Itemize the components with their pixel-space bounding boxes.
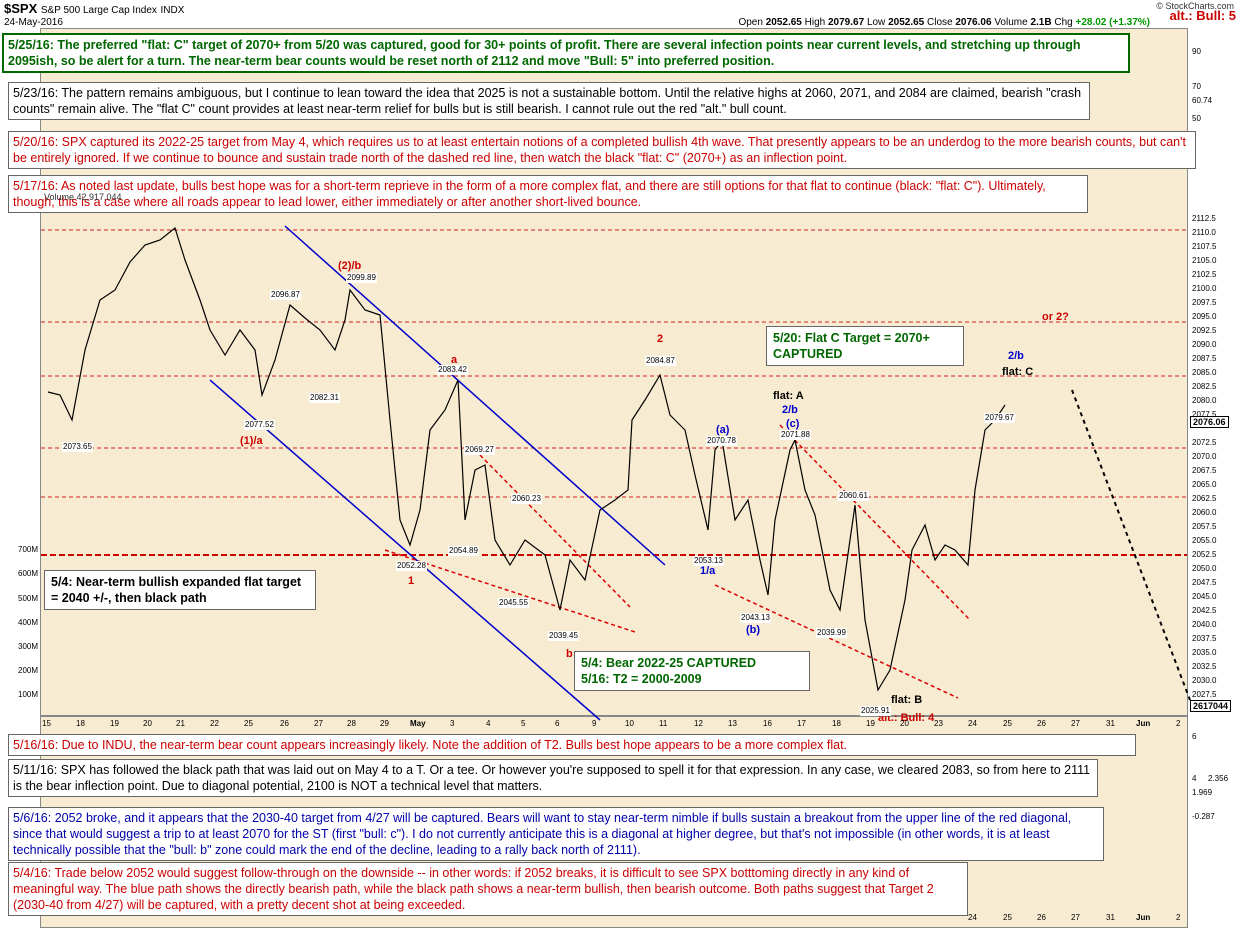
current-price-box: 2076.06 xyxy=(1190,416,1229,428)
resistance-lines xyxy=(41,229,1187,498)
wave-b-red: b xyxy=(566,648,573,660)
price-label: 2045.55 xyxy=(498,598,529,608)
price-label: 2054.89 xyxy=(448,546,479,556)
price-label: 2039.45 xyxy=(548,631,579,641)
callout-bear-captured: 5/4: Bear 2022-25 CAPTURED 5/16: T2 = 200… xyxy=(574,651,810,691)
wave-2b-blue-2: 2/b xyxy=(1008,350,1024,362)
price-label: 2069.27 xyxy=(464,445,495,455)
price-label: 2073.65 xyxy=(62,442,93,452)
wave-flat-c: flat: C xyxy=(1002,366,1034,378)
price-label: 2025.91 xyxy=(860,706,891,716)
price-label: 2099.89 xyxy=(346,273,377,283)
current-volume-box: 2617044 xyxy=(1190,700,1232,712)
price-label: 2084.87 xyxy=(645,356,676,366)
price-series xyxy=(47,226,1006,692)
price-label: 2070.78 xyxy=(706,436,737,446)
wave-1a-red: (1)/a xyxy=(240,435,263,447)
wave-c-blue: (c) xyxy=(786,418,800,430)
wave-1-red: 1 xyxy=(408,575,415,587)
price-label: 2082.31 xyxy=(309,393,340,403)
quote-bar: Open 2052.65 High 2079.67 Low 2052.65 Cl… xyxy=(738,17,1150,28)
price-label: 2060.61 xyxy=(838,491,869,501)
note-5-11: 5/11/16: SPX has followed the black path… xyxy=(8,759,1098,797)
blue-lower-channel xyxy=(209,379,601,721)
black-projected-path xyxy=(1071,389,1191,701)
alt-bull5-label: alt.: Bull: 5 xyxy=(1169,8,1236,23)
note-5-25: 5/25/16: The preferred "flat: C" target … xyxy=(2,33,1130,73)
wave-2b-red: (2)/b xyxy=(338,260,362,272)
callout-flatc-target: 5/20: Flat C Target = 2070+ CAPTURED xyxy=(766,326,964,366)
red-diagonals xyxy=(384,424,971,699)
callout-flat-target: 5/4: Near-term bullish expanded flat tar… xyxy=(44,570,316,610)
price-y-axis: 90 70 60.74 50 2112.5 2110.0 2107.5 2105… xyxy=(1188,28,1240,928)
note-5-17: 5/17/16: As noted last update, bulls bes… xyxy=(8,175,1088,213)
note-5-6: 5/6/16: 2052 broke, and it appears that … xyxy=(8,807,1104,861)
price-label: 2060.23 xyxy=(511,494,542,504)
price-label: 2077.52 xyxy=(244,420,275,430)
wave-2b-blue: 2/b xyxy=(782,404,798,416)
wave-2-red: 2 xyxy=(657,333,664,345)
wave-b-blue: (b) xyxy=(746,624,761,636)
note-5-23: 5/23/16: The pattern remains ambiguous, … xyxy=(8,82,1090,120)
price-label: 2039.99 xyxy=(816,628,847,638)
wave-1a-blue: 1/a xyxy=(700,565,716,577)
wave-alt-bull4: alt.: Bull: 4 xyxy=(878,712,935,724)
price-label: 2096.87 xyxy=(270,290,301,300)
price-label: 2052.28 xyxy=(396,561,427,571)
note-5-16: 5/16/16: Due to INDU, the near-term bear… xyxy=(8,734,1136,756)
chart-date: 24-May-2016 xyxy=(4,17,63,28)
stockcharts-logo: © StockCharts.com xyxy=(1156,1,1234,11)
wave-flat-b: flat: B xyxy=(891,694,923,706)
price-label: 2071.88 xyxy=(780,430,811,440)
blue-upper-channel xyxy=(284,225,666,566)
price-label: 2079.67 xyxy=(984,413,1015,423)
note-5-4: 5/4/16: Trade below 2052 would suggest f… xyxy=(8,862,968,916)
wave-flat-a: flat: A xyxy=(773,390,804,402)
chart-title: $SPX S&P 500 Large Cap Index INDX xyxy=(4,1,185,16)
wave-a-red: a xyxy=(451,354,458,366)
wave-a-blue: (a) xyxy=(716,424,730,436)
wave-or-2: or 2? xyxy=(1042,311,1069,323)
price-label: 2043.13 xyxy=(740,613,771,623)
volume-label: Volume 42,917,044 xyxy=(44,192,122,202)
note-5-20: 5/20/16: SPX captured its 2022-25 target… xyxy=(8,131,1196,169)
price-label: 2053.13 xyxy=(693,556,724,566)
chart-header: $SPX S&P 500 Large Cap Index INDX 24-May… xyxy=(0,0,1240,30)
price-label: 2083.42 xyxy=(437,365,468,375)
